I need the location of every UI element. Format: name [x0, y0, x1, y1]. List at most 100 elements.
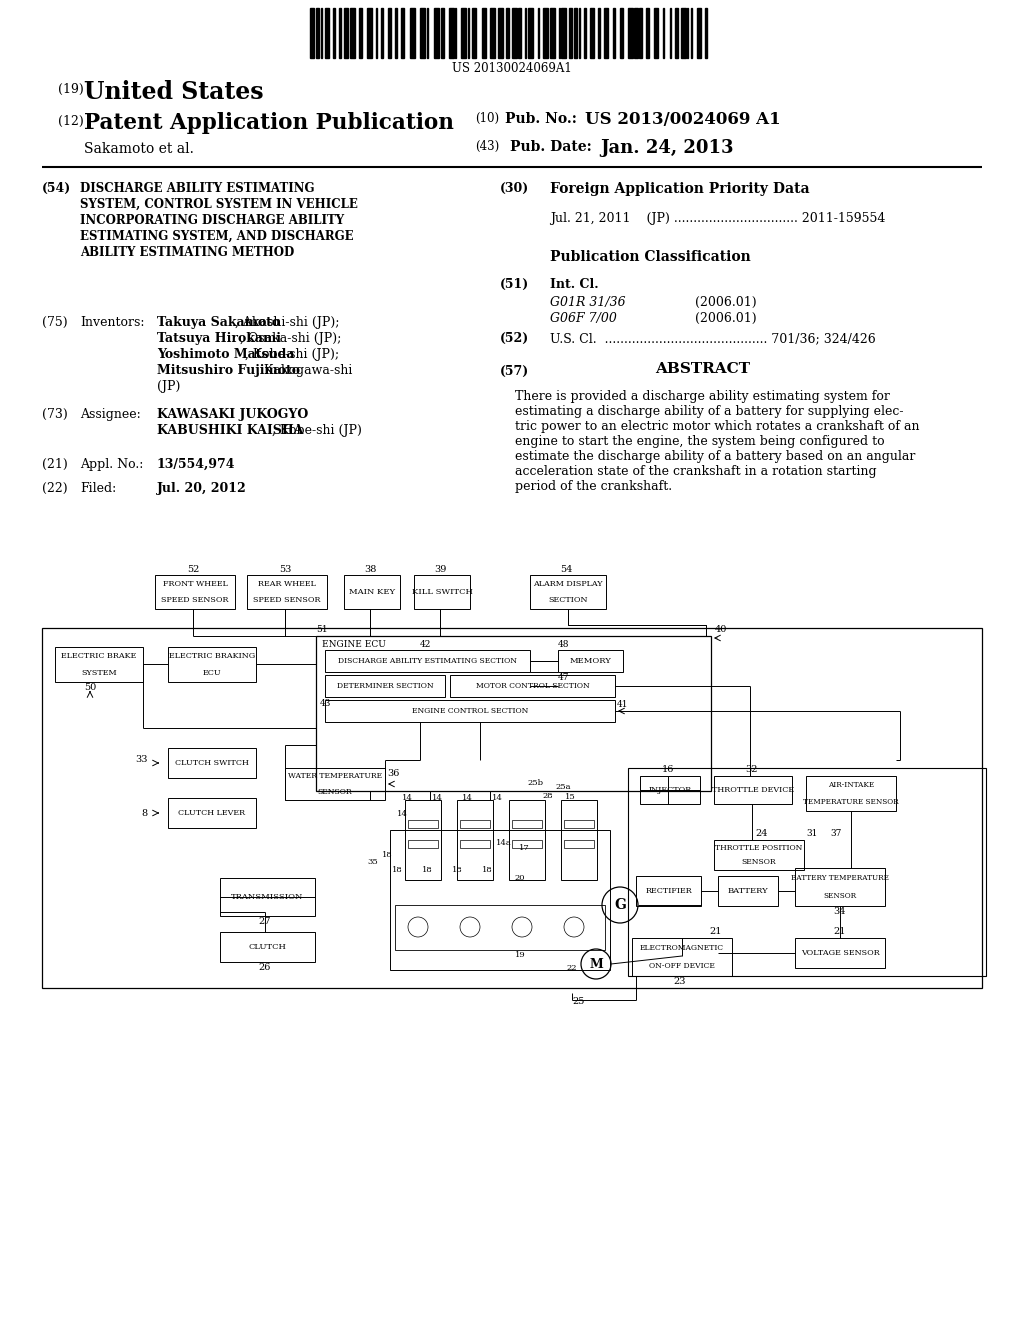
Bar — [512, 840, 542, 847]
Bar — [460, 820, 490, 828]
Text: United States: United States — [84, 81, 263, 104]
Text: SENSOR: SENSOR — [317, 788, 352, 796]
Text: MEMORY: MEMORY — [569, 657, 611, 665]
Text: ENGINE CONTROL SECTION: ENGINE CONTROL SECTION — [412, 708, 528, 715]
Text: CLUTCH: CLUTCH — [249, 942, 287, 950]
Bar — [518, 8, 520, 58]
Text: 53: 53 — [279, 565, 291, 574]
Bar — [714, 776, 792, 804]
Text: 50: 50 — [84, 682, 96, 692]
Bar — [670, 8, 671, 58]
Bar — [390, 830, 610, 970]
Text: KAWASAKI JUKOGYO: KAWASAKI JUKOGYO — [157, 408, 308, 421]
Bar — [388, 8, 390, 58]
Text: 18: 18 — [452, 866, 463, 874]
Bar — [564, 840, 594, 847]
Text: estimate the discharge ability of a battery based on an angular: estimate the discharge ability of a batt… — [515, 450, 915, 463]
Bar — [449, 8, 454, 58]
Bar — [468, 8, 469, 58]
Bar — [395, 906, 605, 950]
Text: (75): (75) — [42, 315, 68, 329]
Text: U.S. Cl.  .......................................... 701/36; 324/426: U.S. Cl. ...............................… — [550, 333, 876, 345]
Text: 52: 52 — [186, 565, 200, 574]
Bar — [322, 8, 323, 58]
Bar — [325, 649, 530, 672]
Text: Pub. No.:: Pub. No.: — [505, 112, 577, 125]
Bar — [367, 8, 372, 58]
Text: 18: 18 — [481, 866, 493, 874]
Text: ENGINE ECU: ENGINE ECU — [322, 640, 386, 649]
Text: (JP): (JP) — [157, 380, 180, 393]
Bar — [406, 800, 441, 880]
Text: AIR-INTAKE: AIR-INTAKE — [827, 780, 874, 789]
Bar — [381, 8, 383, 58]
Bar — [450, 675, 615, 697]
Text: 16: 16 — [662, 766, 674, 774]
Text: , Kobe-shi (JP): , Kobe-shi (JP) — [272, 424, 361, 437]
Bar — [460, 840, 490, 847]
Text: 26: 26 — [259, 964, 271, 972]
Text: Publication Classification: Publication Classification — [550, 249, 751, 264]
Text: 14: 14 — [396, 810, 408, 818]
Text: (54): (54) — [42, 182, 72, 195]
Bar — [675, 8, 678, 58]
Bar — [155, 576, 234, 609]
Bar — [628, 8, 633, 58]
Text: ABILITY ESTIMATING METHOD: ABILITY ESTIMATING METHOD — [80, 246, 294, 259]
Text: 20: 20 — [515, 874, 525, 882]
Text: Patent Application Publication: Patent Application Publication — [84, 112, 454, 135]
Text: SPEED SENSOR: SPEED SENSOR — [253, 597, 321, 605]
Text: SYSTEM: SYSTEM — [81, 669, 117, 677]
Text: SENSOR: SENSOR — [741, 858, 776, 866]
Text: 36: 36 — [387, 770, 399, 779]
Bar — [55, 647, 143, 682]
Text: TRANSMISSION: TRANSMISSION — [231, 894, 304, 902]
Text: 42: 42 — [420, 640, 431, 649]
Text: INCORPORATING DISCHARGE ABILITY: INCORPORATING DISCHARGE ABILITY — [80, 214, 344, 227]
Text: Jul. 20, 2012: Jul. 20, 2012 — [157, 482, 247, 495]
Bar — [481, 8, 486, 58]
Text: 54: 54 — [560, 565, 572, 574]
Text: 19: 19 — [515, 950, 525, 960]
Text: SENSOR: SENSOR — [823, 892, 856, 900]
Text: CLUTCH LEVER: CLUTCH LEVER — [178, 809, 246, 817]
Text: 51: 51 — [316, 624, 328, 634]
Text: 27: 27 — [259, 917, 271, 927]
Text: (57): (57) — [500, 366, 529, 378]
Text: (43): (43) — [475, 140, 500, 153]
Text: KILL SWITCH: KILL SWITCH — [412, 587, 472, 597]
Bar — [359, 8, 361, 58]
Bar — [400, 8, 404, 58]
Bar — [639, 8, 642, 58]
Text: TEMPERATURE SENSOR: TEMPERATURE SENSOR — [803, 799, 899, 807]
Text: Int. Cl.: Int. Cl. — [550, 279, 599, 290]
Text: DISCHARGE ABILITY ESTIMATING: DISCHARGE ABILITY ESTIMATING — [80, 182, 314, 195]
Text: ALARM DISPLAY: ALARM DISPLAY — [534, 579, 603, 587]
Bar — [471, 8, 476, 58]
Text: REAR WHEEL: REAR WHEEL — [258, 579, 316, 587]
Text: 25: 25 — [572, 997, 585, 1006]
Bar — [524, 8, 525, 58]
Bar — [247, 576, 327, 609]
Bar — [433, 8, 438, 58]
Text: 40: 40 — [715, 624, 727, 634]
Text: ON-OFF DEVICE: ON-OFF DEVICE — [649, 962, 715, 970]
Text: BATTERY TEMPERATURE: BATTERY TEMPERATURE — [791, 874, 889, 882]
Text: (2006.01): (2006.01) — [695, 296, 757, 309]
Text: (19): (19) — [58, 83, 84, 96]
Text: 23: 23 — [674, 977, 686, 986]
Text: 38: 38 — [364, 565, 376, 574]
Bar — [646, 8, 649, 58]
Text: , Akashi-shi (JP);: , Akashi-shi (JP); — [234, 315, 340, 329]
Text: There is provided a discharge ability estimating system for: There is provided a discharge ability es… — [515, 389, 890, 403]
Bar — [220, 878, 315, 916]
Bar — [640, 776, 700, 804]
Text: 28: 28 — [543, 792, 553, 800]
Text: Appl. No.:: Appl. No.: — [80, 458, 143, 471]
Text: 14: 14 — [462, 795, 472, 803]
Bar — [506, 8, 509, 58]
Bar — [420, 8, 425, 58]
Bar — [561, 8, 566, 58]
Text: 39: 39 — [434, 565, 446, 574]
Bar — [410, 8, 415, 58]
